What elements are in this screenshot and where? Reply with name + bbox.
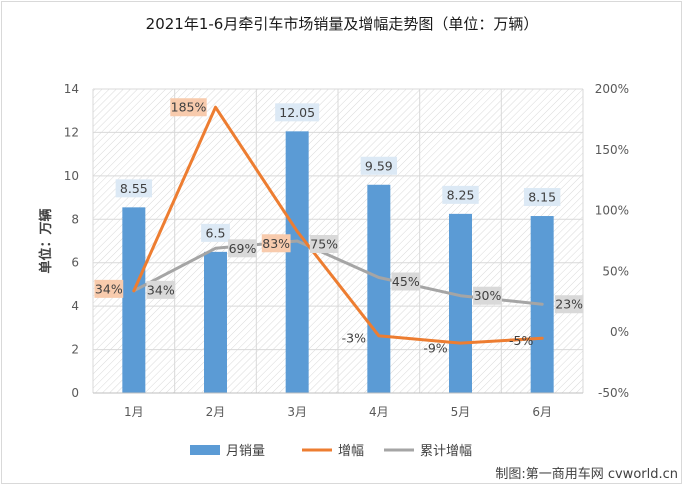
bar-data-label: 8.55 (120, 181, 148, 196)
bar (122, 207, 146, 393)
y-tick-label: 10 (64, 169, 79, 183)
growth-data-label-bg (170, 98, 207, 117)
cum-growth-data-label-bg (554, 295, 584, 314)
axis-layer: 0 2 4 6 8 10 12 14 -50% 0% 50% 100% 150% 200% 1月 2月 3月 4月… (64, 82, 629, 419)
y-tick-label: 4 (71, 299, 79, 313)
cum-growth-data-label: 75% (310, 237, 338, 252)
y-tick-label: 2 (71, 343, 79, 357)
legend-label: 月销量 (226, 444, 265, 459)
cum-growth-data-label-bg (146, 280, 176, 299)
y-tick-label: 14 (64, 82, 79, 96)
bar-data-label-bg (201, 223, 230, 242)
y2-tick-label: 50% (602, 264, 629, 278)
y2-tick-label: 150% (595, 143, 629, 157)
y-axis-label: 单位：万辆 (38, 208, 54, 273)
cum-growth-data-label: 34% (147, 282, 175, 297)
x-tick-label: 3月 (287, 405, 307, 419)
bar (204, 251, 227, 393)
y2-tick-label: -50% (598, 386, 629, 400)
bar-data-label-bg (115, 179, 153, 198)
label-layer: 8.55 6.5 12.05 9.59 8.25 8.15 34% 185% 83% -3% -9%… (94, 98, 584, 356)
series-line (132, 105, 544, 345)
legend: 月销量 增幅 累计增幅 (190, 444, 472, 459)
growth-data-label: 185% (171, 100, 207, 115)
bar (367, 184, 391, 393)
x-tick-label: 6月 (532, 405, 552, 419)
cum-growth-data-label-bg (228, 239, 257, 258)
bar-layer (122, 131, 554, 394)
bar (285, 131, 309, 394)
legend-swatch (190, 445, 220, 455)
cum-growth-data-label: 45% (392, 274, 420, 289)
y-tick-label: 12 (64, 125, 79, 139)
bar-data-label: 9.59 (365, 158, 393, 173)
bar-data-label-bg (360, 156, 398, 175)
bar-data-label: 12.05 (279, 105, 315, 120)
chart-title: 2021年1-6月牵引车市场销量及增幅走势图（单位：万辆） (146, 15, 539, 33)
cum-growth-data-label-bg (473, 286, 502, 305)
cum-growth-data-label-bg (309, 235, 339, 253)
y-tick-label: 8 (71, 212, 79, 226)
y-tick-label: 6 (71, 256, 79, 270)
growth-data-label: 83% (262, 236, 290, 251)
growth-data-label: -3% (342, 330, 366, 345)
bar-data-label: 8.15 (528, 190, 556, 205)
cum-growth-data-label: 23% (555, 297, 583, 312)
y2-tick-label: 100% (595, 204, 629, 218)
footer-credit: 制图:第一商用车网 cvworld.cn (495, 466, 678, 482)
bar-data-label-bg (442, 185, 479, 204)
y-tick-label: 0 (71, 386, 79, 400)
legend-label: 增幅 (338, 444, 364, 459)
growth-data-label: -5% (509, 333, 533, 348)
cum-growth-data-label: 30% (474, 288, 502, 303)
growth-data-label: 34% (95, 281, 123, 296)
y2-tick-label: 200% (595, 82, 629, 96)
x-tick-label: 2月 (206, 405, 226, 419)
growth-data-label: -9% (423, 341, 447, 356)
cum-growth-data-label-bg (391, 272, 421, 291)
cum-growth-data-label: 69% (229, 241, 257, 256)
x-tick-label: 5月 (451, 405, 471, 419)
bar (449, 213, 472, 393)
bar-data-label: 8.25 (447, 187, 475, 202)
growth-data-label-bg (261, 234, 291, 253)
legend-label: 累计增幅 (420, 444, 472, 459)
x-tick-label: 1月 (124, 405, 144, 419)
y2-tick-label: 0% (610, 325, 629, 339)
bar-data-label-bg (523, 188, 561, 207)
bar-data-label-bg (275, 103, 320, 122)
bar-data-label: 6.5 (206, 225, 226, 240)
growth-data-label-bg (94, 279, 124, 298)
x-tick-label: 4月 (369, 405, 389, 419)
